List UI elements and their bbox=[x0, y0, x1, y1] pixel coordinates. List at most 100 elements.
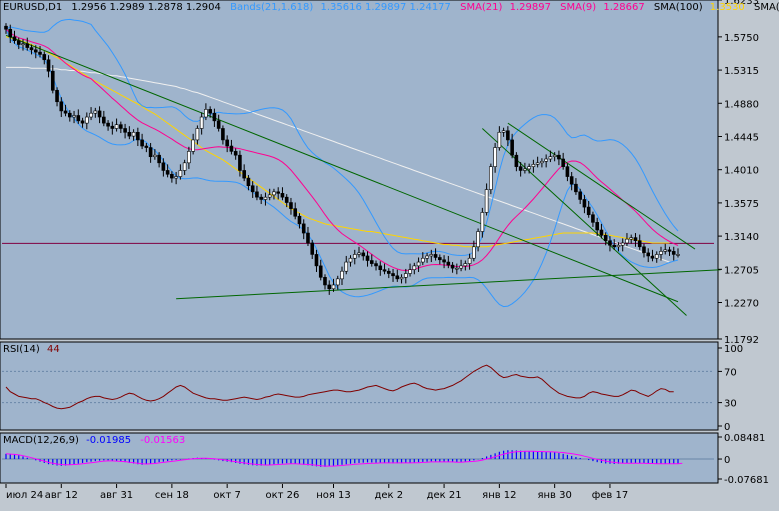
bands-values: 1.35616 1.29897 1.24177 bbox=[320, 2, 450, 13]
candle-body bbox=[442, 259, 446, 263]
candle-body bbox=[80, 120, 85, 124]
macd-pane[interactable] bbox=[0, 432, 719, 484]
candle-body bbox=[191, 139, 195, 152]
candle-body bbox=[472, 246, 476, 259]
candle-body bbox=[85, 116, 89, 124]
candle-body bbox=[310, 242, 315, 255]
time-tick-label: сен 18 bbox=[155, 490, 189, 501]
candle-body bbox=[276, 191, 281, 194]
candle-body bbox=[595, 222, 599, 231]
sma100-line bbox=[5, 36, 670, 248]
candle-body bbox=[591, 214, 595, 223]
price-tick-label: 1.3575 bbox=[724, 199, 759, 210]
sma200-label: SMA(20 bbox=[754, 2, 779, 13]
candle-body bbox=[361, 252, 366, 257]
candle-body bbox=[165, 170, 170, 175]
rsi-tick-label: 30 bbox=[724, 399, 737, 410]
rsi-pane[interactable] bbox=[0, 341, 719, 431]
sma100-value: 1.3530 bbox=[710, 2, 745, 13]
candle-body bbox=[403, 273, 408, 278]
candle-body bbox=[250, 185, 255, 193]
candle-body bbox=[408, 269, 412, 274]
candle-body bbox=[301, 223, 306, 234]
candle-body bbox=[89, 112, 93, 118]
candle-body bbox=[255, 191, 259, 198]
macd-tick-label: 0 bbox=[724, 455, 730, 466]
candle-body bbox=[114, 124, 119, 129]
candle-body bbox=[289, 202, 293, 209]
rsi-line bbox=[5, 364, 674, 410]
candle-body bbox=[352, 254, 357, 259]
candle-body bbox=[335, 278, 340, 286]
main-header: EURUSD,D1 1.2956 1.2989 1.2878 1.2904 Ba… bbox=[3, 2, 779, 13]
candle-body bbox=[76, 115, 81, 122]
candle-body bbox=[148, 147, 153, 158]
candle-body bbox=[620, 242, 625, 246]
candle-body bbox=[676, 254, 680, 256]
rsi-value: 44 bbox=[47, 344, 60, 355]
candle-body bbox=[463, 263, 468, 267]
candle-body bbox=[433, 254, 438, 258]
candle-body bbox=[29, 47, 34, 51]
candle-body bbox=[637, 240, 642, 248]
candle-body bbox=[561, 158, 565, 167]
candle-body bbox=[340, 270, 344, 280]
sma9-value: 1.28667 bbox=[603, 2, 644, 13]
candle-body bbox=[25, 43, 30, 48]
candle-body bbox=[348, 257, 353, 263]
candle-body bbox=[161, 162, 166, 171]
bands-label: Bands(21,1.618) bbox=[230, 2, 313, 13]
candle-body bbox=[72, 115, 76, 118]
time-tick-label: ноя 13 bbox=[316, 490, 351, 501]
candle-body bbox=[574, 183, 578, 193]
price-tick-label: 1.2270 bbox=[724, 299, 759, 310]
candle-body bbox=[506, 130, 510, 141]
axis-labels: 1.6233 1.5750 1.5315 1.4880 1.4445 1.4010 1.35… bbox=[5, 0, 769, 501]
candle-body bbox=[374, 263, 378, 267]
candle-body bbox=[523, 168, 527, 171]
main-price-pane[interactable] bbox=[0, 0, 719, 340]
rsi-tick-label: 100 bbox=[724, 344, 743, 355]
price-tick-label: 1.4880 bbox=[724, 99, 759, 110]
candle-body bbox=[229, 145, 234, 152]
candle-body bbox=[263, 196, 268, 200]
candle-body bbox=[582, 199, 587, 208]
candle-body bbox=[212, 112, 217, 122]
candle-body bbox=[416, 261, 421, 267]
sma21-label: SMA(21) bbox=[460, 2, 502, 13]
candle-body bbox=[518, 166, 523, 171]
candle-body bbox=[535, 162, 540, 165]
bollinger-lower-band bbox=[5, 29, 679, 308]
candle-body bbox=[650, 255, 655, 259]
candle-body bbox=[59, 101, 64, 112]
candle-body bbox=[246, 177, 251, 187]
candle-body bbox=[187, 151, 191, 164]
candle-body bbox=[238, 154, 242, 171]
candle-body bbox=[365, 255, 370, 261]
bollinger-upper-band bbox=[5, 18, 679, 257]
candle-body bbox=[544, 158, 548, 162]
candle-body bbox=[386, 270, 391, 274]
candle-body bbox=[557, 154, 561, 160]
candle-body bbox=[93, 110, 98, 114]
rsi-header: RSI(14) 44 bbox=[3, 344, 60, 355]
candle-body bbox=[510, 139, 514, 156]
candle-body bbox=[55, 90, 59, 103]
time-tick-label: окт 7 bbox=[213, 490, 241, 501]
candle-body bbox=[476, 231, 480, 248]
candle-body bbox=[395, 275, 400, 280]
time-tick-label: авг 31 bbox=[100, 490, 133, 501]
candle-body bbox=[391, 273, 395, 277]
price-tick-label: 1.2705 bbox=[724, 265, 759, 276]
symbol-label: EURUSD,D1 bbox=[3, 2, 62, 13]
candle-body bbox=[272, 191, 276, 196]
candle-body bbox=[140, 139, 144, 147]
candle-body bbox=[429, 254, 434, 257]
candle-body bbox=[671, 251, 676, 255]
trendline-2 bbox=[176, 269, 721, 300]
candle-body bbox=[4, 25, 8, 30]
candle-body bbox=[204, 109, 208, 118]
candle-body bbox=[484, 189, 489, 213]
sma21-value: 1.29897 bbox=[510, 2, 551, 13]
